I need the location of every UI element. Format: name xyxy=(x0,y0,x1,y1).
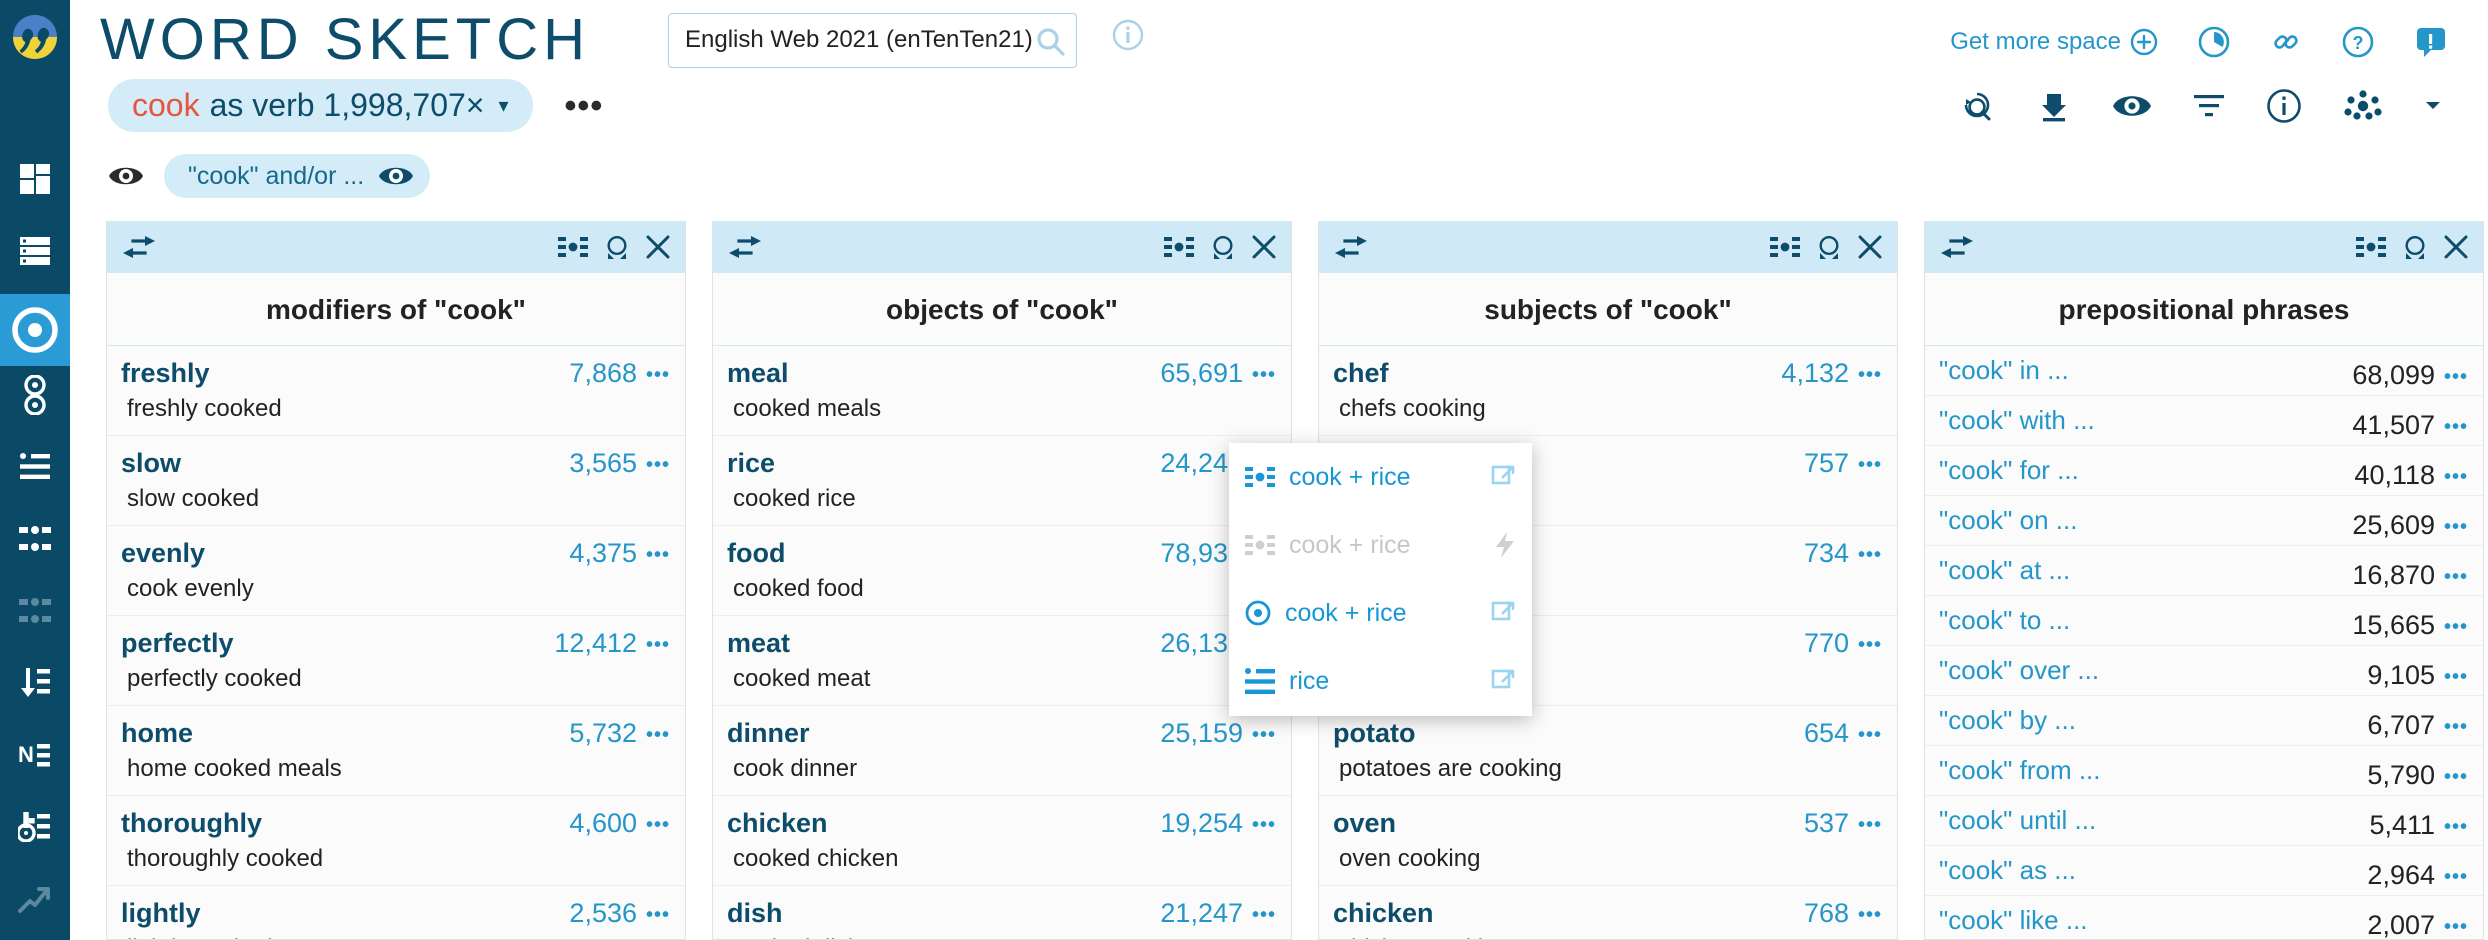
svg-text:N: N xyxy=(18,742,34,767)
svg-text:?: ? xyxy=(2353,33,2364,53)
